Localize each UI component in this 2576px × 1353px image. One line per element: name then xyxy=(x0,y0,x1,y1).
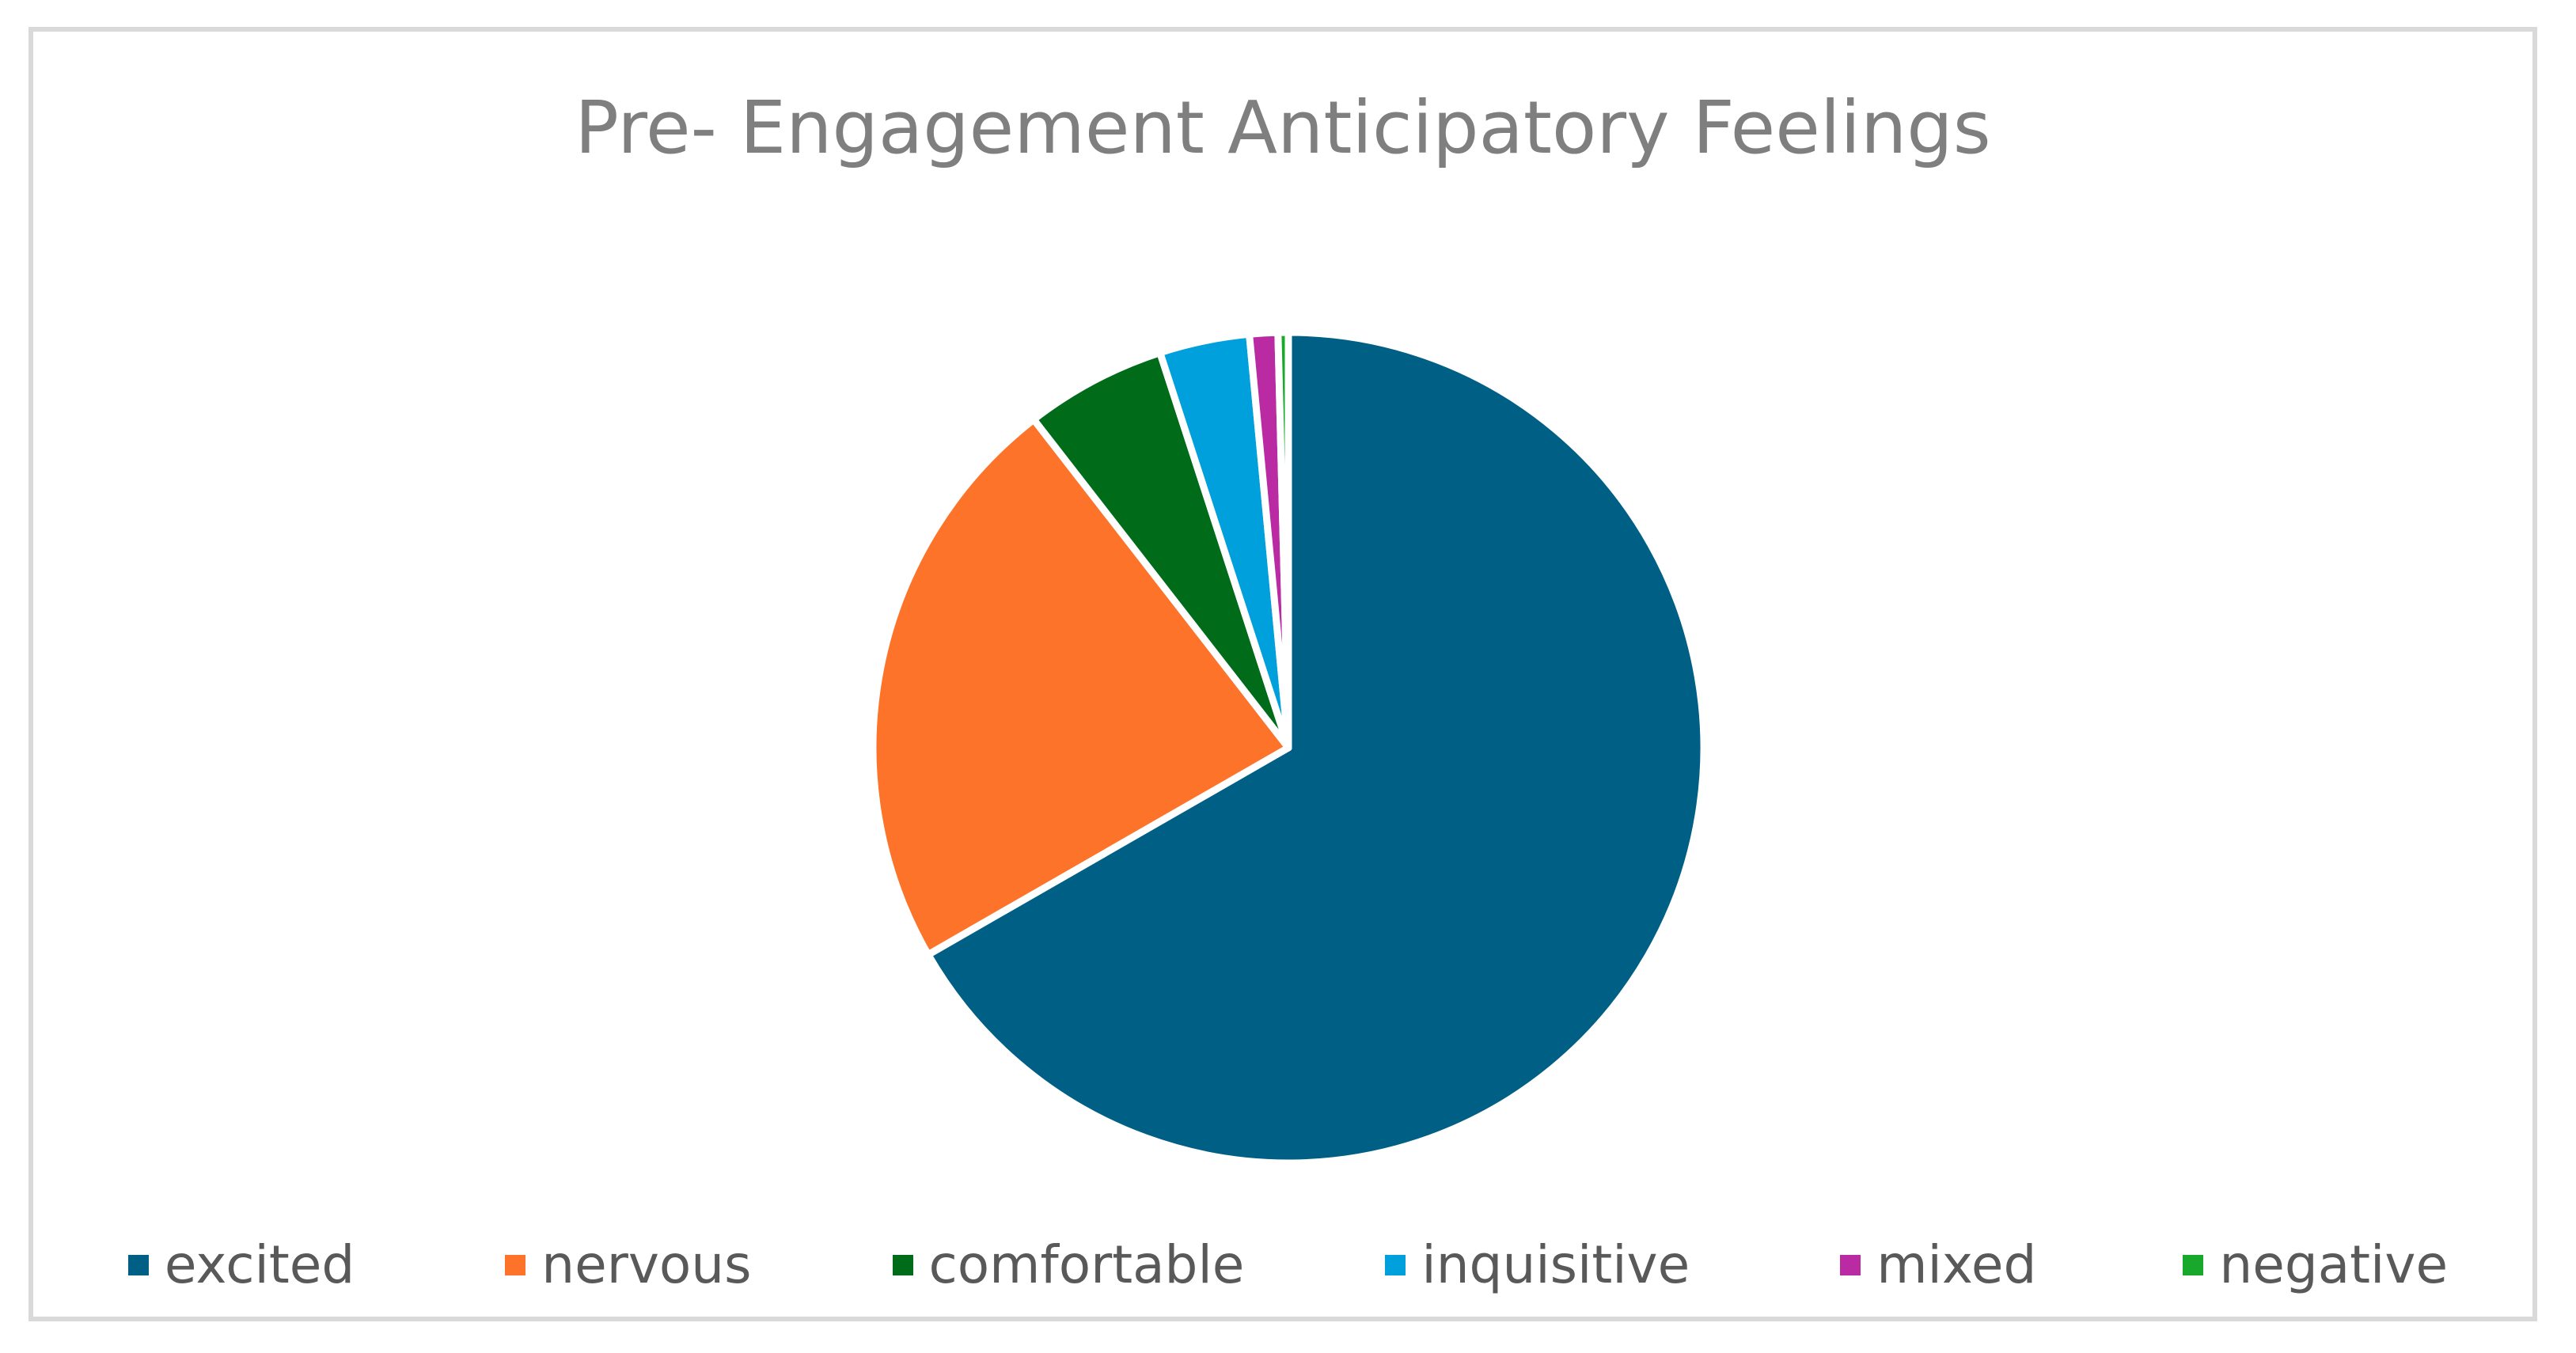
chart-title: Pre- Engagement Anticipatory Feelings xyxy=(575,85,1991,170)
pie-slice-excited xyxy=(924,328,1708,1167)
pie-slice-negative xyxy=(1274,328,1292,752)
legend-label-mixed: mixed xyxy=(1876,1234,2037,1295)
legend-item-excited: excited xyxy=(127,1234,355,1295)
legend-item-negative: negative xyxy=(2183,1234,2448,1295)
legend-swatch-inquisitive xyxy=(1385,1254,1406,1275)
legend-label-comfortable: comfortable xyxy=(928,1234,1245,1295)
legend: excited nervous comfortable inquisitive … xyxy=(0,1234,2576,1295)
legend-swatch-nervous xyxy=(505,1254,526,1275)
legend-swatch-mixed xyxy=(1840,1254,1861,1275)
legend-item-comfortable: comfortable xyxy=(892,1234,1245,1295)
legend-label-inquisitive: inquisitive xyxy=(1421,1234,1690,1295)
legend-label-negative: negative xyxy=(2219,1234,2449,1295)
legend-swatch-excited xyxy=(127,1254,149,1275)
pie-slices xyxy=(869,328,1708,1167)
legend-item-mixed: mixed xyxy=(1840,1234,2036,1295)
legend-swatch-comfortable xyxy=(892,1254,913,1275)
legend-label-nervous: nervous xyxy=(541,1234,752,1295)
legend-label-excited: excited xyxy=(164,1234,355,1295)
pie-slice-nervous xyxy=(869,415,1292,959)
legend-item-nervous: nervous xyxy=(505,1234,752,1295)
legend-item-inquisitive: inquisitive xyxy=(1385,1234,1690,1295)
legend-swatch-negative xyxy=(2183,1254,2204,1275)
pie-slice-comfortable xyxy=(1030,349,1292,752)
